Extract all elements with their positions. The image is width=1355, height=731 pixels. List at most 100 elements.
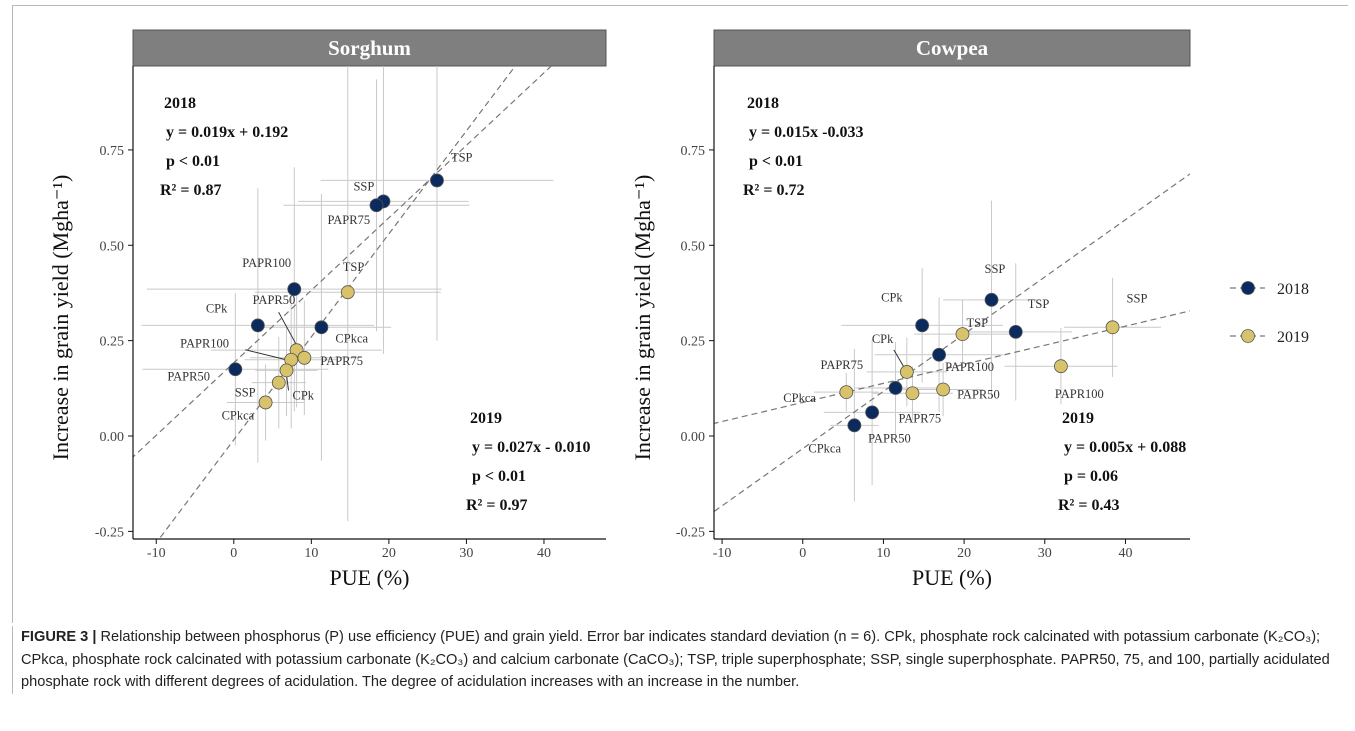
data-point-2019 — [279, 363, 294, 378]
x-tick-label: 40 — [1118, 546, 1132, 561]
data-point-2018 — [1008, 324, 1023, 339]
data-point-2019 — [899, 365, 914, 379]
regression-annotation-2019: y = 0.027x - 0.010 — [472, 439, 590, 456]
figure-caption: FIGURE 3 | Relationship between phosphor… — [12, 626, 1348, 694]
legend-label: 2018 — [1277, 281, 1309, 298]
trend-line-2019 — [158, 66, 516, 539]
data-point-2019 — [936, 382, 951, 397]
facet-title: Sorghum — [328, 36, 411, 60]
point-label: SSP — [353, 179, 374, 193]
x-tick-label: 10 — [304, 546, 318, 561]
data-point-2018 — [915, 318, 930, 333]
y-tick-label: 0.50 — [681, 239, 706, 254]
label-leader — [893, 349, 905, 368]
y-axis-title: Increase in grain yield (Mgha⁻¹) — [630, 175, 655, 461]
point-label: TSP — [1028, 297, 1050, 311]
x-axis-title: PUE (%) — [329, 565, 409, 590]
trend-line-2019 — [714, 310, 1190, 425]
x-tick-label: 30 — [1038, 546, 1052, 561]
regression-annotation-2019: R² = 0.97 — [466, 497, 527, 514]
point-label: PAPR75 — [327, 213, 370, 227]
point-label: TSP — [966, 316, 988, 330]
y-tick-label: 0.00 — [681, 430, 706, 445]
point-label: TSP — [343, 260, 365, 274]
regression-annotation-2019: p < 0.01 — [472, 468, 526, 485]
data-point-2018 — [984, 292, 999, 307]
point-label: CPkca — [335, 331, 368, 345]
legend-label: 2019 — [1277, 329, 1309, 346]
regression-annotation-2019: 2019 — [1062, 410, 1094, 427]
data-point-2018 — [430, 173, 444, 188]
x-tick-label: 20 — [382, 546, 396, 561]
point-label: PAPR75 — [821, 358, 864, 372]
x-tick-label: -10 — [147, 546, 166, 561]
data-point-2019 — [271, 375, 286, 390]
y-tick-label: -0.25 — [676, 525, 705, 540]
y-tick-label: -0.25 — [95, 525, 124, 540]
facet-title: Cowpea — [916, 36, 989, 60]
y-axis-title: Increase in grain yield (Mgha⁻¹) — [48, 175, 73, 461]
regression-annotation-2019: R² = 0.43 — [1058, 497, 1119, 514]
regression-annotation-2018: 2018 — [747, 95, 779, 112]
point-label: PAPR100 — [180, 337, 229, 351]
label-leader — [286, 375, 290, 391]
regression-annotation-2019: p = 0.06 — [1064, 468, 1118, 485]
y-tick-label: 0.75 — [100, 144, 125, 159]
point-label: CPkca — [783, 391, 816, 405]
data-point-2018 — [847, 418, 862, 433]
point-label: PAPR50 — [253, 293, 296, 307]
point-label: SSP — [985, 262, 1006, 276]
point-label: SSP — [235, 386, 256, 400]
data-point-2019 — [1054, 359, 1068, 374]
y-tick-label: 0.25 — [681, 335, 706, 350]
y-tick-label: 0.75 — [681, 144, 706, 159]
point-label: CPk — [872, 332, 894, 346]
point-label: CPk — [206, 301, 228, 315]
data-point-2019 — [258, 395, 273, 410]
frame-top-border — [12, 5, 1348, 6]
regression-annotation-2019: y = 0.005x + 0.088 — [1064, 439, 1186, 456]
regression-annotation-2018: 2018 — [164, 95, 196, 112]
x-tick-label: 0 — [230, 546, 237, 561]
point-label: PAPR50 — [957, 387, 1000, 401]
point-label: SSP — [1127, 291, 1148, 305]
facet-strip — [132, 29, 607, 67]
regression-annotation-2018: R² = 0.87 — [160, 182, 221, 199]
point-label: CPkca — [808, 441, 841, 455]
point-label: CPk — [293, 388, 315, 402]
regression-annotation-2018: y = 0.015x -0.033 — [749, 124, 863, 141]
x-tick-label: 30 — [459, 546, 473, 561]
label-leader — [278, 311, 298, 346]
point-label: CPkca — [222, 408, 255, 422]
plot-area: SSP CPk TSP PAPR100 PAPR75 PAPR50 CPkca SSP TSP P… — [714, 173, 1190, 513]
data-point-2019 — [340, 285, 355, 300]
x-tick-label: 20 — [957, 546, 971, 561]
data-point-2018 — [314, 320, 329, 335]
y-tick-label: 0.50 — [100, 239, 125, 254]
caption-text: Relationship between phosphorus (P) use … — [21, 629, 1330, 690]
trend-line-2018 — [714, 173, 1190, 513]
regression-annotation-2018: y = 0.019x + 0.192 — [166, 124, 288, 141]
facet-strip — [713, 29, 1191, 67]
data-point-2019 — [955, 327, 970, 342]
x-tick-label: 10 — [876, 546, 890, 561]
point-label: PAPR100 — [242, 256, 291, 270]
point-label: PAPR75 — [898, 411, 941, 425]
point-label: PAPR50 — [167, 369, 210, 383]
data-point-2018 — [888, 381, 903, 395]
data-point-2018 — [287, 282, 302, 297]
y-tick-label: 0.25 — [100, 335, 125, 350]
trend-line-2018 — [133, 66, 553, 458]
point-label: TSP — [451, 150, 473, 164]
data-point-2018 — [932, 347, 946, 362]
legend: 2018 2019 — [1230, 281, 1309, 346]
data-point-2019 — [1105, 320, 1120, 335]
regression-annotation-2019: 2019 — [470, 410, 502, 427]
panel-sorghum: Sorghum TSP SSP PAPR75 PAPR100 CPkca CPk PAPR50… — [48, 29, 607, 590]
legend-marker-2018 — [1241, 281, 1255, 295]
point-label: CPk — [881, 290, 903, 304]
point-label: PAPR100 — [1055, 387, 1104, 401]
x-tick-label: 40 — [537, 546, 551, 561]
y-tick-label: 0.00 — [100, 430, 125, 445]
